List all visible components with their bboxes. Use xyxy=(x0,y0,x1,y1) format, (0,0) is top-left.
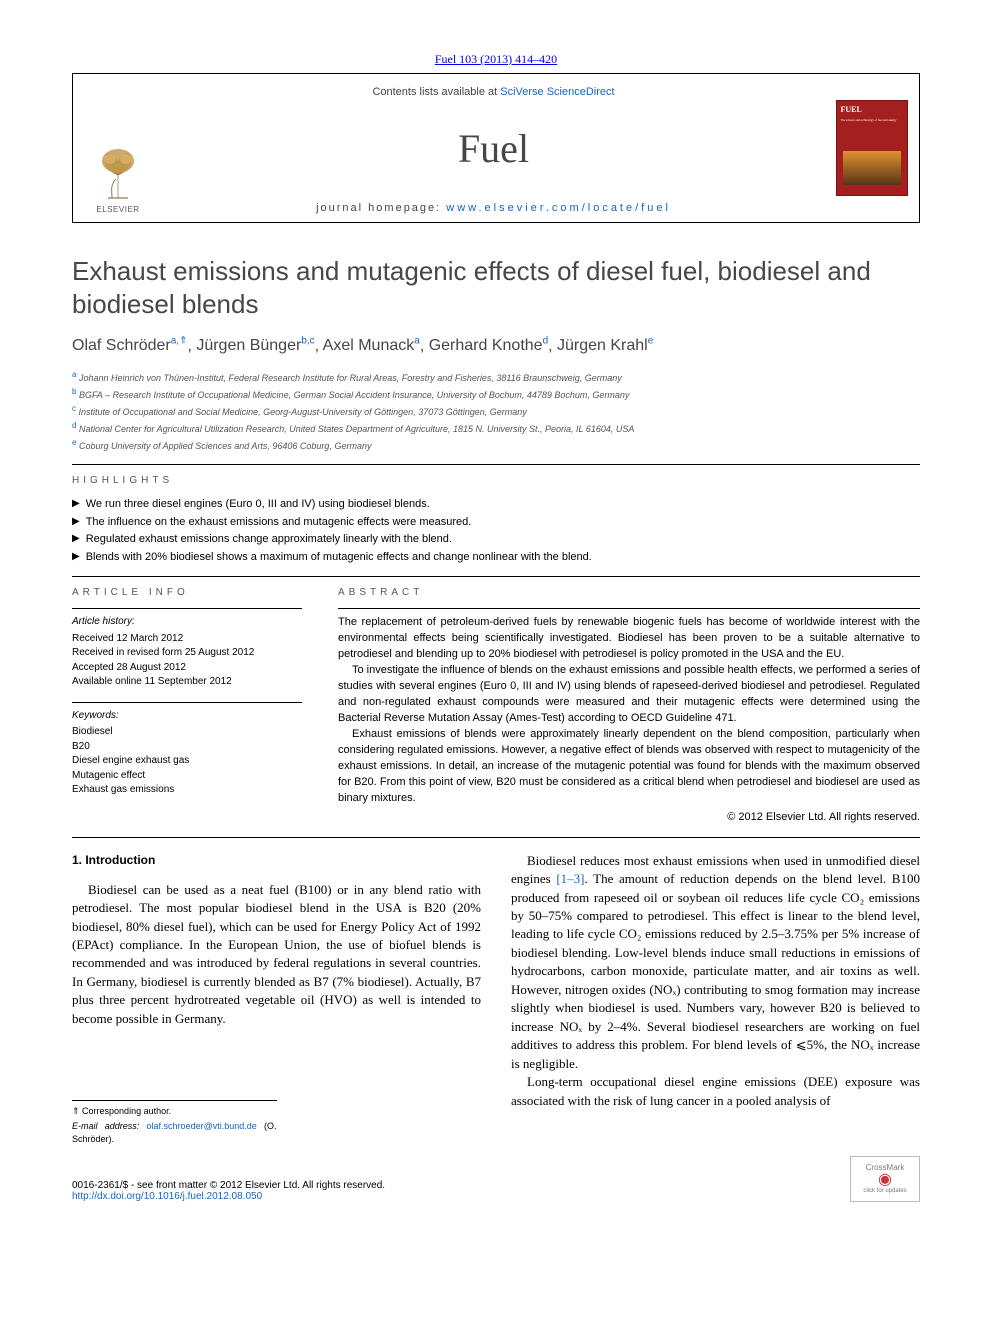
abstract-heading: ABSTRACT xyxy=(338,587,920,598)
keyword: Exhaust gas emissions xyxy=(72,783,302,798)
history-line: Accepted 28 August 2012 xyxy=(72,661,302,676)
separator xyxy=(72,464,920,465)
abstract-para: To investigate the influence of blends o… xyxy=(338,663,920,727)
footer-bar: 0016-2361/$ - see front matter © 2012 El… xyxy=(72,1156,920,1202)
body-columns: 1. Introduction Biodiesel can be used as… xyxy=(72,852,920,1146)
article-info-heading: ARTICLE INFO xyxy=(72,587,302,598)
separator xyxy=(72,702,302,703)
citation-line: Fuel 103 (2013) 414–420 xyxy=(72,52,920,67)
crossmark-icon: ◉ xyxy=(878,1172,892,1188)
front-matter-line: 0016-2361/$ - see front matter © 2012 El… xyxy=(72,1180,385,1191)
email-label: E-mail address: xyxy=(72,1121,147,1131)
crossmark-badge[interactable]: CrossMark ◉ click for updates xyxy=(850,1156,920,1202)
triangle-icon: ▶ xyxy=(72,496,80,512)
highlight-item: ▶The influence on the exhaust emissions … xyxy=(72,514,920,532)
separator xyxy=(338,608,920,609)
triangle-icon: ▶ xyxy=(72,549,80,565)
cover-subtitle: The science and technology of fuel and e… xyxy=(841,119,903,122)
body-para: Biodiesel can be used as a neat fuel (B1… xyxy=(72,881,481,1029)
homepage-link[interactable]: www.elsevier.com/locate/fuel xyxy=(446,202,671,214)
keywords: Keywords: Biodiesel B20 Diesel engine ex… xyxy=(72,709,302,798)
footer-left: 0016-2361/$ - see front matter © 2012 El… xyxy=(72,1180,385,1202)
journal-name: Fuel xyxy=(173,125,814,172)
affiliation: d National Center for Agricultural Utili… xyxy=(72,420,920,437)
author: Jürgen Krahle xyxy=(557,337,653,354)
journal-header: ELSEVIER Contents lists available at Sci… xyxy=(72,73,920,223)
triangle-icon: ▶ xyxy=(72,514,80,530)
separator xyxy=(72,576,920,577)
triangle-icon: ▶ xyxy=(72,531,80,547)
article-title: Exhaust emissions and mutagenic effects … xyxy=(72,255,920,320)
affiliation: e Coburg University of Applied Sciences … xyxy=(72,437,920,454)
highlight-item: ▶We run three diesel engines (Euro 0, II… xyxy=(72,496,920,514)
history-line: Available online 11 September 2012 xyxy=(72,675,302,690)
copyright-line: © 2012 Elsevier Ltd. All rights reserved… xyxy=(338,811,920,823)
info-abstract-row: ARTICLE INFO Article history: Received 1… xyxy=(72,587,920,822)
body-para-fragment: . The amount of reduction depends on the… xyxy=(511,871,920,1071)
history-head: Article history: xyxy=(72,615,302,630)
doi-link[interactable]: http://dx.doi.org/10.1016/j.fuel.2012.08… xyxy=(72,1191,262,1202)
highlight-item: ▶Blends with 20% biodiesel shows a maxim… xyxy=(72,549,920,567)
keyword: Biodiesel xyxy=(72,725,302,740)
sciencedirect-link[interactable]: SciVerse ScienceDirect xyxy=(500,86,614,98)
cover-image-area xyxy=(843,151,901,185)
crossmark-sublabel: click for updates xyxy=(863,1188,906,1194)
highlights-list: ▶We run three diesel engines (Euro 0, II… xyxy=(72,496,920,566)
ref-link[interactable]: [1–3] xyxy=(556,871,584,886)
affiliation: a Johann Heinrich von Thünen-Institut, F… xyxy=(72,369,920,386)
history-line: Received in revised form 25 August 2012 xyxy=(72,646,302,661)
abstract-para: Exhaust emissions of blends were approxi… xyxy=(338,727,920,807)
affiliations: a Johann Heinrich von Thünen-Institut, F… xyxy=(72,369,920,454)
corresponding-email-line: E-mail address: olaf.schroeder@vti.bund.… xyxy=(72,1120,277,1146)
corresponding-author-block: ⇑ Corresponding author. E-mail address: … xyxy=(72,1100,277,1145)
citation-link[interactable]: Fuel 103 (2013) 414–420 xyxy=(435,52,557,66)
publisher-name: ELSEVIER xyxy=(96,205,139,214)
separator xyxy=(72,837,920,838)
article-info-column: ARTICLE INFO Article history: Received 1… xyxy=(72,587,302,822)
affiliation: b BGFA – Research Institute of Occupatio… xyxy=(72,386,920,403)
journal-cover-thumb: FUEL The science and technology of fuel … xyxy=(836,100,908,196)
homepage-label: journal homepage: xyxy=(316,202,446,214)
keywords-head: Keywords: xyxy=(72,709,302,724)
author: Axel Munacka xyxy=(323,337,420,354)
author: Olaf Schrödera,⇑ xyxy=(72,337,187,354)
elsevier-tree-icon xyxy=(88,143,148,203)
separator xyxy=(72,608,302,609)
keyword: B20 xyxy=(72,740,302,755)
author: Jürgen Büngerb,c xyxy=(196,337,314,354)
author: Gerhard Knothed xyxy=(429,337,548,354)
highlight-item: ▶Regulated exhaust emissions change appr… xyxy=(72,531,920,549)
contents-prefix: Contents lists available at xyxy=(372,86,500,98)
affiliation: c Institute of Occupational and Social M… xyxy=(72,403,920,420)
history-line: Received 12 March 2012 xyxy=(72,632,302,647)
contents-available-line: Contents lists available at SciVerse Sci… xyxy=(173,86,814,98)
abstract-para: The replacement of petroleum-derived fue… xyxy=(338,615,920,663)
keyword: Diesel engine exhaust gas xyxy=(72,754,302,769)
page-container: Fuel 103 (2013) 414–420 ELSEVIER Content… xyxy=(0,0,992,1250)
cover-cell: FUEL The science and technology of fuel … xyxy=(824,74,919,222)
keyword: Mutagenic effect xyxy=(72,769,302,784)
corresponding-label: ⇑ Corresponding author. xyxy=(72,1105,277,1118)
journal-homepage-line: journal homepage: www.elsevier.com/locat… xyxy=(173,202,814,214)
publisher-cell: ELSEVIER xyxy=(73,74,163,222)
header-center: Contents lists available at SciVerse Sci… xyxy=(163,74,824,222)
authors-line: Olaf Schrödera,⇑, Jürgen Büngerb,c, Axel… xyxy=(72,336,920,355)
intro-heading: 1. Introduction xyxy=(72,852,481,869)
corresponding-email-link[interactable]: olaf.schroeder@vti.bund.de xyxy=(147,1121,257,1131)
article-history: Article history: Received 12 March 2012 … xyxy=(72,615,302,690)
body-para: Biodiesel reduces most exhaust emissions… xyxy=(511,852,920,1073)
abstract-column: ABSTRACT The replacement of petroleum-de… xyxy=(338,587,920,822)
highlights-heading: HIGHLIGHTS xyxy=(72,475,920,486)
body-para: Long-term occupational diesel engine emi… xyxy=(511,1073,920,1110)
abstract-text: The replacement of petroleum-derived fue… xyxy=(338,615,920,806)
cover-title: FUEL xyxy=(841,105,903,114)
